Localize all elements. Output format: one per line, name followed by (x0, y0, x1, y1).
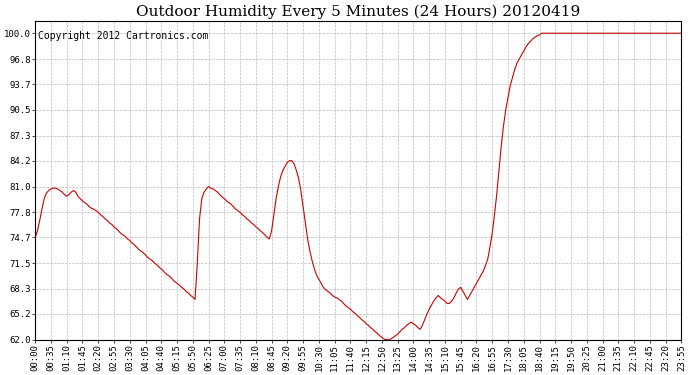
Title: Outdoor Humidity Every 5 Minutes (24 Hours) 20120419: Outdoor Humidity Every 5 Minutes (24 Hou… (136, 4, 580, 18)
Text: Copyright 2012 Cartronics.com: Copyright 2012 Cartronics.com (39, 31, 209, 40)
